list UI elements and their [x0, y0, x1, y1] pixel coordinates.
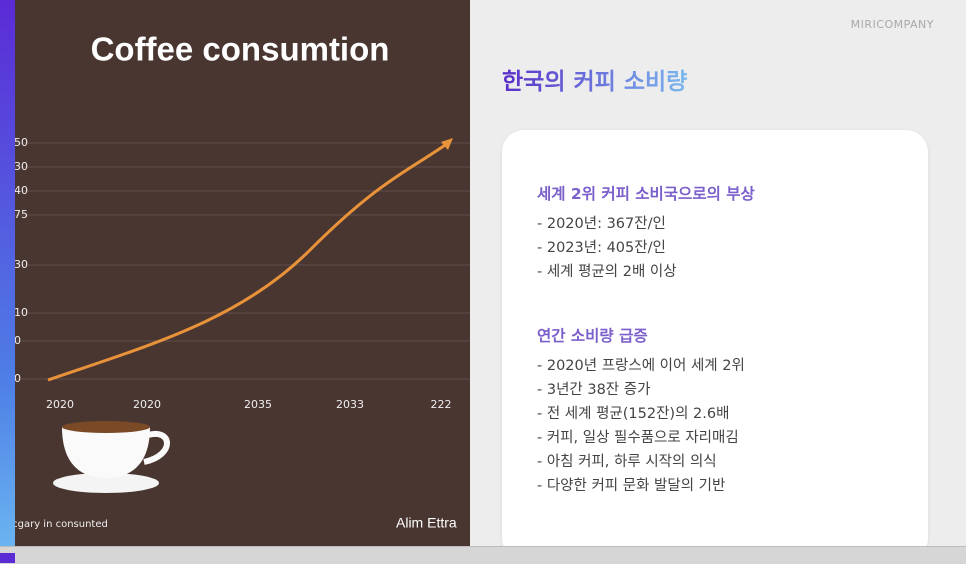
bullet-item: - 전 세계 평균(152잔)의 2.6배 [537, 406, 730, 422]
y-label: 10 [14, 306, 28, 319]
y-label: 30 [14, 258, 28, 271]
bullet-item: - 2023년: 405잔/인 [537, 240, 666, 256]
cup-body [62, 427, 150, 478]
bullet-item: - 커피, 일상 필수품으로 자리매김 [537, 430, 739, 446]
coffee-surface [62, 421, 150, 433]
panel-title: Coffee consumtion [91, 31, 390, 68]
x-label: 2020 [46, 398, 74, 411]
bullet-item: - 3년간 38잔 증가 [537, 382, 651, 398]
y-label: 50 [14, 136, 28, 149]
brand: MIRICOMPANY [850, 18, 934, 31]
bottom-accent [0, 553, 15, 563]
info-card: 세계 2위 커피 소비국으로의 부상 - 2020년: 367잔/인 - 2023년… [502, 130, 928, 560]
bullet-item: - 세계 평균의 2배 이상 [537, 264, 677, 280]
accent-strip [0, 0, 15, 546]
bullet-item: - 다양한 커피 문화 발달의 기반 [537, 478, 726, 494]
bullet-item: - 2020년 프랑스에 이어 세계 2위 [537, 358, 745, 374]
saucer [53, 473, 159, 493]
section-heading: 연간 소비량 급증 [537, 327, 648, 345]
y-label: 30 [14, 160, 28, 173]
y-label: 0 [14, 372, 21, 385]
x-label: 2033 [336, 398, 364, 411]
bullet-item: - 아침 커피, 하루 시작의 의식 [537, 454, 717, 470]
y-label: 75 [14, 208, 28, 221]
left-panel: Coffee consumtion 50 30 40 75 30 10 0 0 2020 202… [0, 0, 470, 546]
section-heading: 세계 2위 커피 소비국으로의 부상 [537, 185, 755, 203]
x-label: 222 [431, 398, 452, 411]
coffee-cup [53, 421, 170, 493]
bullet-item: - 2020년: 367잔/인 [537, 216, 666, 232]
caption: ocgary in consunted [6, 519, 108, 530]
cup-handle [143, 430, 170, 465]
trend-arrowhead [441, 138, 453, 150]
x-label: 2035 [244, 398, 272, 411]
y-label: 0 [14, 334, 21, 347]
y-label: 40 [14, 184, 28, 197]
trend-curve [47, 141, 449, 382]
bottom-bar [0, 546, 966, 564]
slide-title: 한국의 커피 소비량 [502, 62, 687, 96]
left-graphic: Coffee consumtion 50 30 40 75 30 10 0 0 2020 202… [6, 31, 470, 531]
x-label: 2020 [133, 398, 161, 411]
signature: Alim Ettra [396, 515, 457, 531]
